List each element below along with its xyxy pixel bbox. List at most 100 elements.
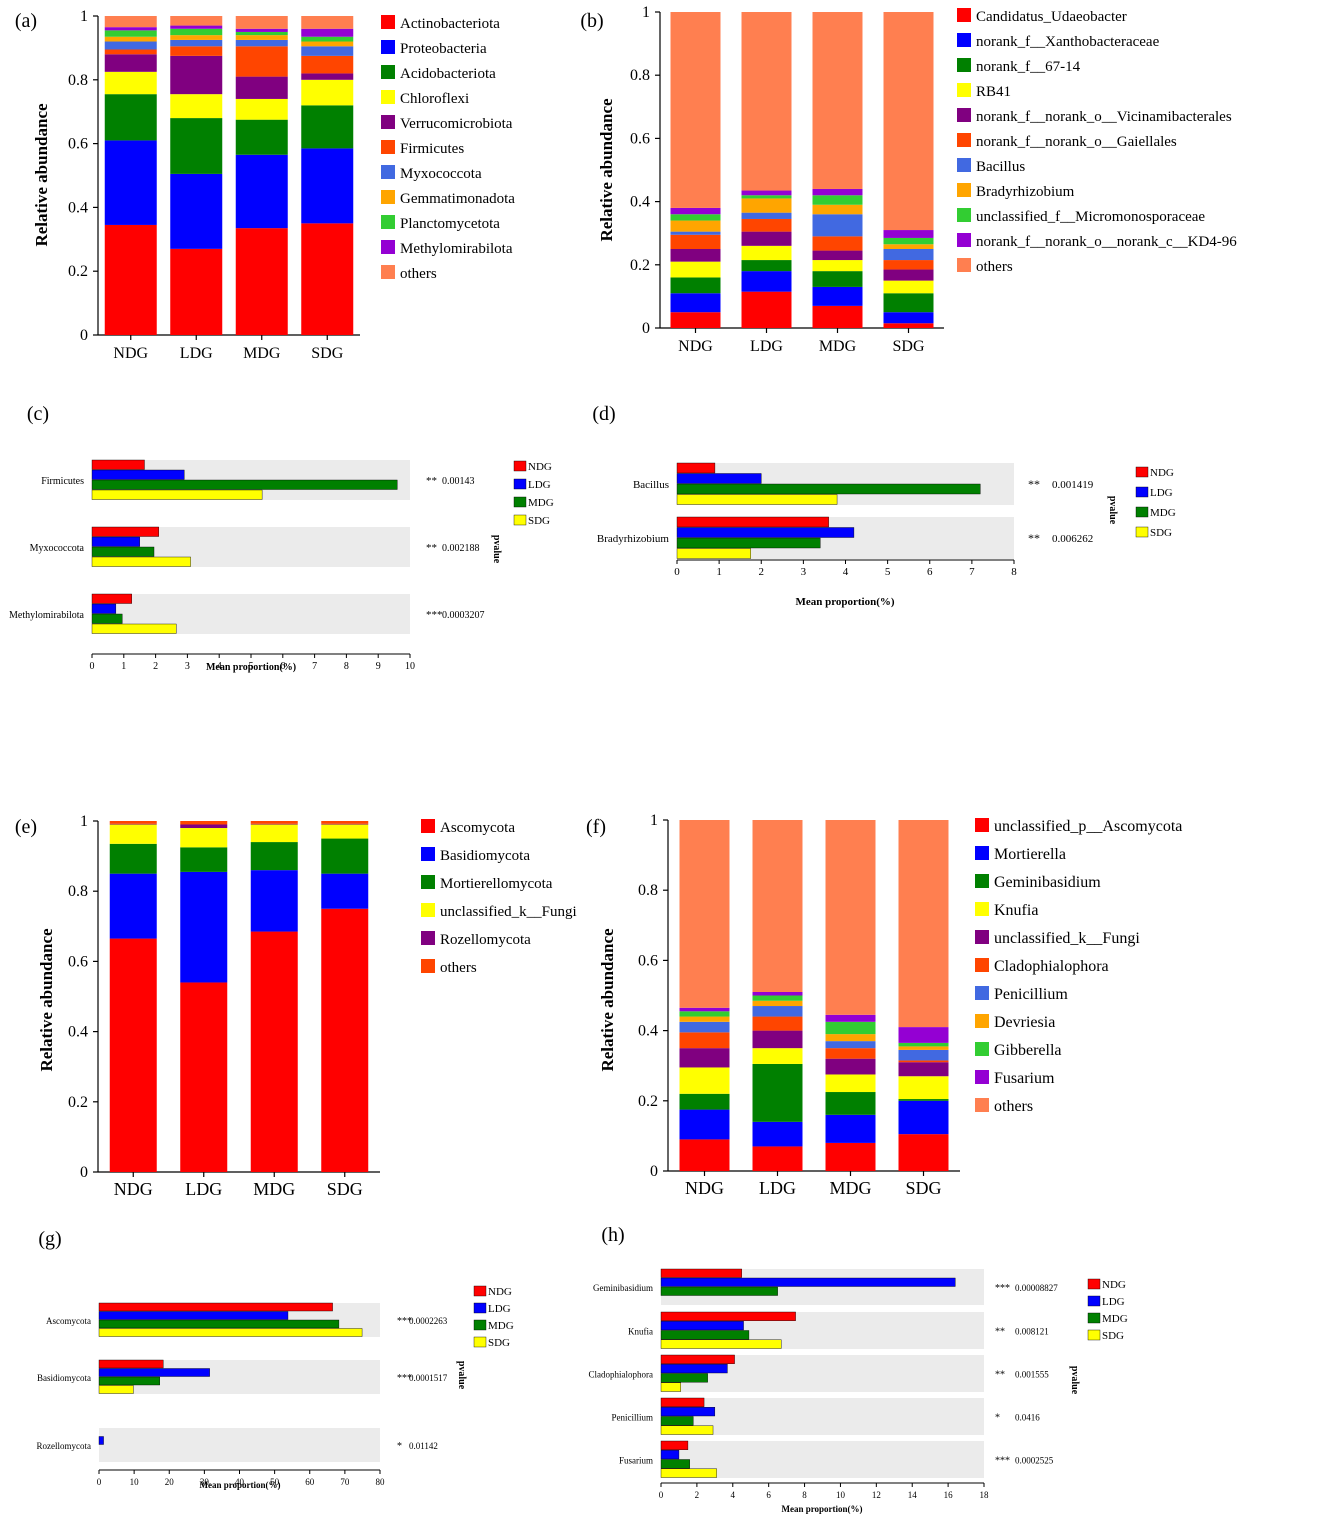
bar-segment xyxy=(741,212,792,219)
bar-segment xyxy=(752,995,803,1001)
x-tick-label: 8 xyxy=(344,661,349,672)
bar xyxy=(676,548,751,559)
bar-segment xyxy=(752,1030,803,1049)
bar-segment xyxy=(235,39,288,47)
x-axis-label: Mean proportion(%) xyxy=(206,662,296,673)
bar-segment xyxy=(321,873,369,909)
p-value: 0.0002263 xyxy=(409,1316,448,1326)
x-tick-label: 10 xyxy=(130,1477,140,1487)
bar-segment xyxy=(321,908,369,1172)
x-tick-label: 3 xyxy=(185,661,190,672)
y-tick-label: 0.2 xyxy=(638,1093,658,1110)
bar xyxy=(660,1468,717,1478)
pvalue-axis-label: pvalue xyxy=(491,535,502,564)
bar-segment xyxy=(670,261,721,278)
legend-label: Devriesia xyxy=(994,1014,1055,1031)
bar-segment xyxy=(741,231,792,246)
bar xyxy=(98,1319,340,1329)
bar-segment xyxy=(235,28,288,32)
legend-swatch xyxy=(957,158,971,172)
bar-segment xyxy=(883,260,934,270)
bar-segment xyxy=(812,286,863,306)
legend-label: unclassified_k__Fungi xyxy=(440,904,577,920)
bar-segment xyxy=(741,195,792,199)
legend-label: others xyxy=(994,1098,1033,1115)
x-tick-label: 7 xyxy=(969,566,975,578)
bar-segment xyxy=(752,1016,803,1031)
bar-segment xyxy=(109,823,157,825)
x-tick-label: 8 xyxy=(1011,566,1017,578)
bar xyxy=(660,1339,782,1349)
x-tick-label: 10 xyxy=(836,1490,846,1500)
legend-label: unclassified_k__Fungi xyxy=(994,930,1140,947)
legend-swatch xyxy=(421,959,435,973)
bar-segment xyxy=(170,173,223,249)
category-label: NDG xyxy=(114,1179,153,1199)
x-tick-label: 60 xyxy=(305,1477,315,1487)
legend-swatch xyxy=(1135,466,1149,478)
category-label: Bradyrhizobium xyxy=(597,533,670,545)
legend-label: Gemmatimonadota xyxy=(400,191,515,207)
bar-segment xyxy=(301,73,354,80)
legend-label: Ascomycota xyxy=(440,820,515,836)
legend-swatch xyxy=(975,846,989,860)
bar-segment xyxy=(883,249,934,261)
bar xyxy=(91,536,140,547)
x-tick-label: 1 xyxy=(716,566,722,578)
significance-stars: *** xyxy=(397,1316,412,1327)
bar-segment xyxy=(250,870,298,932)
bar xyxy=(660,1450,680,1460)
bar xyxy=(91,459,145,470)
category-label: Myxococcota xyxy=(30,543,85,554)
bar xyxy=(98,1436,104,1445)
bar-segment xyxy=(825,1034,876,1042)
category-label: Firmicutes xyxy=(41,476,84,487)
x-tick-label: 5 xyxy=(249,661,254,672)
bar xyxy=(660,1321,744,1331)
bar xyxy=(660,1373,708,1383)
bar-segment xyxy=(180,824,228,829)
bar-segment xyxy=(104,36,157,42)
bar-segment xyxy=(301,41,354,47)
legend-label: Actinobacteriota xyxy=(400,16,500,32)
bar-segment xyxy=(104,71,157,95)
x-axis-label: Mean proportion(%) xyxy=(199,1480,280,1490)
bar-segment xyxy=(321,838,369,874)
bar-segment xyxy=(741,12,792,191)
bar-segment xyxy=(170,55,223,95)
bar xyxy=(98,1302,333,1312)
legend-label: Fusarium xyxy=(994,1070,1055,1087)
p-value: 0.0416 xyxy=(1015,1413,1040,1423)
legend-swatch xyxy=(975,1098,989,1112)
y-tick-label: 1 xyxy=(650,812,658,829)
bar xyxy=(91,623,177,634)
bar-segment xyxy=(679,1093,730,1110)
y-tick-label: 0.8 xyxy=(638,882,658,899)
bar-segment xyxy=(883,312,934,324)
bar-segment xyxy=(104,140,157,225)
category-label: Basidiomycota xyxy=(37,1373,91,1383)
bar-segment xyxy=(250,842,298,871)
bar xyxy=(98,1328,363,1337)
y-tick-label: 0.6 xyxy=(68,136,88,153)
category-label: Ascomycota xyxy=(46,1316,91,1326)
x-tick-label: 0 xyxy=(97,1477,102,1487)
bar-segment xyxy=(170,28,223,36)
bar-segment xyxy=(301,16,354,29)
legend-swatch xyxy=(975,874,989,888)
legend-swatch xyxy=(421,931,435,945)
bar xyxy=(660,1277,956,1287)
legend-swatch xyxy=(975,986,989,1000)
bar-segment xyxy=(104,30,157,37)
legend-swatch xyxy=(1087,1312,1101,1324)
bar-segment xyxy=(741,291,792,328)
x-tick-label: 14 xyxy=(908,1490,918,1500)
bar xyxy=(676,483,981,495)
bar-segment xyxy=(235,16,288,29)
p-value: 0.0001517 xyxy=(409,1373,448,1383)
legend-label: SDG xyxy=(488,1337,510,1349)
bar-segment xyxy=(235,98,288,120)
category-label: LDG xyxy=(750,338,783,355)
bar xyxy=(660,1311,796,1321)
legend-label: Penicillium xyxy=(994,986,1068,1003)
